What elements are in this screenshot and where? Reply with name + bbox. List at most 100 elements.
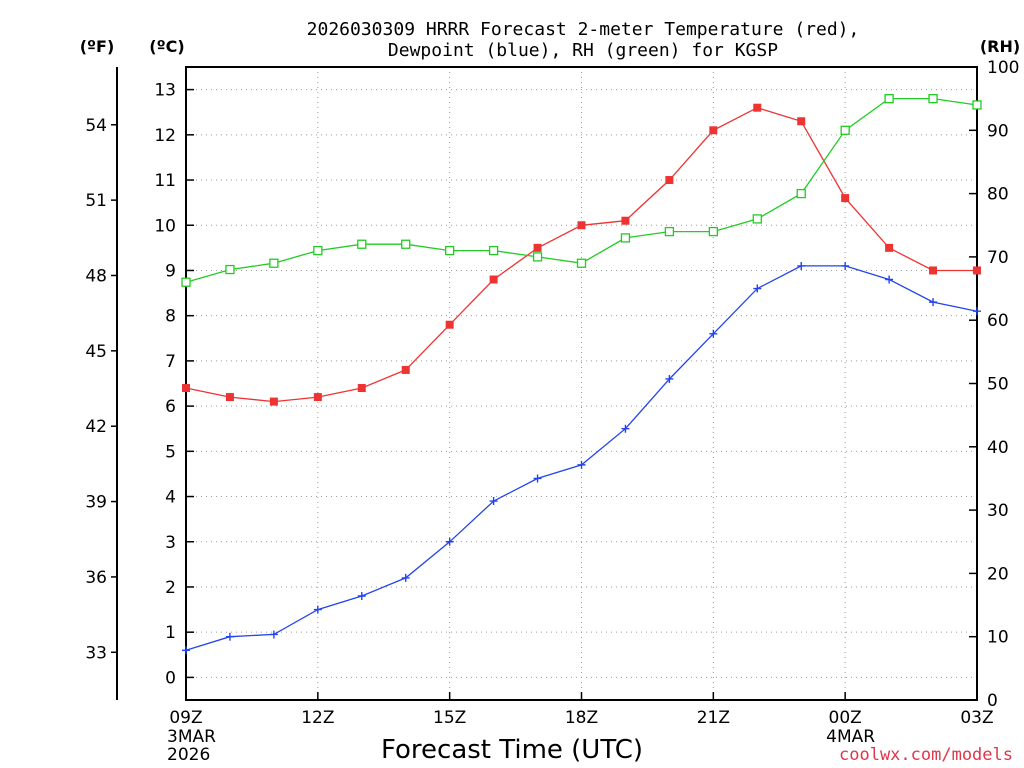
fahrenheit-axis-unit: (ºF) — [80, 37, 115, 56]
dewpoint-point — [973, 307, 981, 316]
x-date-label: 3MAR — [167, 727, 216, 747]
dewpoint-point — [225, 632, 234, 641]
dewpoint-point — [357, 592, 366, 601]
rh-tick-label: 80 — [987, 185, 1009, 205]
dewpoint-point — [665, 374, 674, 383]
gridlines — [185, 67, 978, 700]
rh-point — [445, 245, 455, 256]
rh-point — [269, 258, 279, 268]
temperature-point — [269, 397, 278, 406]
chart-title-line2: Dewpoint (blue), RH (green) for KGSP — [388, 40, 778, 61]
dewpoint-point — [753, 284, 762, 293]
dewpoint-point — [401, 573, 410, 582]
dewpoint-point — [533, 474, 542, 483]
rh-point — [181, 277, 191, 287]
rh-tick-label: 60 — [987, 311, 1009, 331]
temperature-point — [182, 384, 190, 393]
temperature-point — [885, 243, 894, 252]
temperature-point — [357, 384, 366, 393]
rh-point — [620, 233, 631, 243]
rh-tick-label: 40 — [987, 438, 1009, 458]
temperature-point — [929, 266, 938, 275]
x-tick-label: 09Z — [169, 708, 202, 728]
rh-tick-label: 0 — [987, 691, 998, 711]
temperature-point — [577, 221, 586, 230]
data-series — [181, 94, 982, 655]
x-tick-label: 18Z — [565, 708, 598, 728]
celsius-axis-unit: (ºC) — [149, 37, 184, 56]
fahrenheit-tick-label: 33 — [85, 643, 107, 663]
rh-point — [664, 226, 675, 237]
rh-point — [884, 94, 894, 104]
x-tick-label: 21Z — [697, 708, 730, 728]
celsius-tick-label: 5 — [165, 442, 176, 462]
celsius-tick-label: 7 — [165, 352, 176, 372]
rh-tick-label: 50 — [987, 375, 1009, 395]
dewpoint-point — [797, 261, 806, 270]
rh-point — [972, 100, 982, 110]
celsius-tick-label: 1 — [165, 623, 176, 643]
rh-point — [752, 214, 762, 224]
dewpoint-point — [929, 298, 938, 307]
rh-point — [928, 94, 938, 104]
rh-line — [185, 97, 978, 283]
rh-point — [401, 239, 411, 249]
fahrenheit-tick-label: 48 — [85, 266, 107, 286]
dewpoint-point — [577, 460, 586, 469]
axes: 0123456789101112133336394245485154010203… — [85, 58, 1019, 765]
rh-point — [225, 264, 235, 275]
fahrenheit-tick-label: 39 — [85, 493, 107, 513]
rh-tick-label: 70 — [987, 248, 1009, 268]
temperature-point — [225, 393, 234, 402]
dewpoint-point — [445, 537, 454, 546]
temperature-point — [445, 320, 454, 329]
x-tick-label: 12Z — [301, 708, 334, 728]
celsius-tick-label: 13 — [154, 81, 176, 101]
celsius-tick-label: 10 — [154, 216, 176, 236]
dewpoint-point — [841, 261, 850, 270]
celsius-tick-label: 12 — [154, 126, 176, 146]
credit-link[interactable]: coolwx.com/models — [839, 745, 1013, 765]
rh-point — [532, 252, 543, 262]
fahrenheit-tick-label: 45 — [85, 342, 107, 362]
x-axis-label: Forecast Time (UTC) — [381, 735, 643, 765]
temperature-point — [753, 103, 762, 112]
temperature-point — [841, 194, 850, 203]
rh-point — [313, 245, 323, 256]
temperature-point — [973, 266, 981, 275]
celsius-tick-label: 9 — [165, 261, 176, 281]
rh-point — [708, 226, 718, 237]
dewpoint-point — [885, 275, 894, 284]
temperature-point — [313, 393, 322, 402]
temperature-point — [533, 243, 542, 252]
dewpoint-point — [182, 646, 190, 655]
rh-tick-label: 20 — [987, 564, 1009, 584]
x-tick-label: 00Z — [829, 708, 862, 728]
rh-tick-label: 100 — [987, 58, 1019, 78]
rh-point — [576, 258, 587, 268]
rh-axis-unit: (RH) — [980, 37, 1020, 56]
dewpoint-point — [709, 329, 718, 338]
temperature-point — [797, 117, 806, 126]
fahrenheit-tick-label: 36 — [85, 568, 107, 588]
rh-point — [840, 125, 850, 135]
temperature-point — [665, 176, 674, 185]
celsius-tick-label: 11 — [154, 171, 176, 191]
dewpoint-point — [489, 497, 498, 506]
rh-point — [796, 188, 806, 199]
temperature-point — [709, 126, 718, 135]
rh-point — [488, 245, 499, 256]
celsius-tick-label: 2 — [165, 578, 176, 598]
celsius-tick-label: 4 — [165, 488, 176, 508]
fahrenheit-tick-label: 42 — [85, 417, 107, 437]
fahrenheit-tick-label: 54 — [85, 116, 107, 136]
temperature-point — [621, 216, 630, 225]
temperature-point — [489, 275, 498, 284]
x-date-label: 4MAR — [826, 727, 875, 747]
celsius-tick-label: 6 — [165, 397, 176, 417]
rh-tick-label: 30 — [987, 501, 1009, 521]
fahrenheit-tick-label: 51 — [85, 191, 107, 211]
plot-frame — [185, 66, 978, 701]
celsius-tick-label: 0 — [165, 668, 176, 688]
